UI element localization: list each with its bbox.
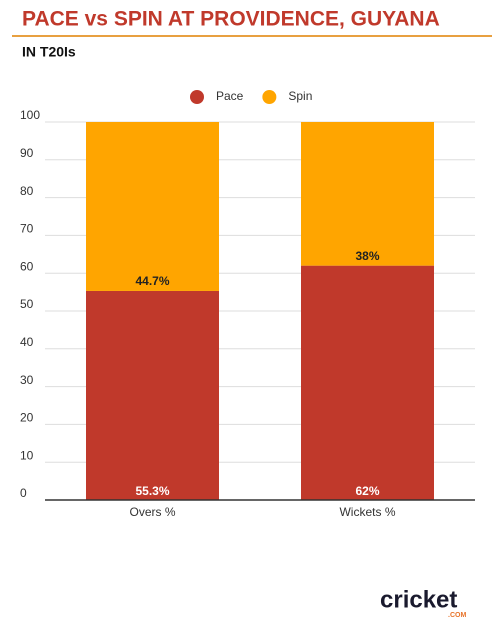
- bar-segment: [86, 290, 219, 500]
- legend-swatch: [190, 90, 204, 104]
- value-label: 44.7%: [135, 274, 169, 288]
- legend-label: Pace: [216, 89, 244, 103]
- chart-title: PACE vs SPIN AT PROVIDENCE, GUYANA: [22, 8, 440, 31]
- brand: cricket: [380, 586, 457, 613]
- y-tick-label: 90: [20, 146, 34, 160]
- y-tick-label: 70: [20, 222, 34, 236]
- y-tick-label: 80: [20, 184, 34, 198]
- legend-swatch: [262, 90, 277, 104]
- legend-label: Spin: [288, 89, 312, 103]
- y-tick-label: 30: [20, 373, 34, 387]
- value-label: 55.3%: [135, 484, 169, 498]
- bar-segment: [301, 265, 434, 500]
- chart-subtitle: IN T20Is: [22, 44, 76, 60]
- y-tick-label: 0: [20, 486, 27, 500]
- value-label: 62%: [355, 484, 379, 498]
- x-tick-label: Wickets %: [339, 505, 395, 519]
- value-label: 38%: [355, 249, 379, 263]
- y-tick-label: 10: [20, 448, 34, 462]
- bar-segment: [301, 122, 434, 266]
- y-tick-label: 100: [20, 108, 40, 122]
- y-tick-label: 60: [20, 259, 34, 273]
- x-tick-label: Overs %: [129, 505, 175, 519]
- y-tick-label: 50: [20, 297, 34, 311]
- y-tick-label: 20: [20, 411, 34, 425]
- bar-segment: [86, 122, 219, 291]
- brand-suffix: .COM: [448, 612, 466, 619]
- y-tick-label: 40: [20, 335, 34, 349]
